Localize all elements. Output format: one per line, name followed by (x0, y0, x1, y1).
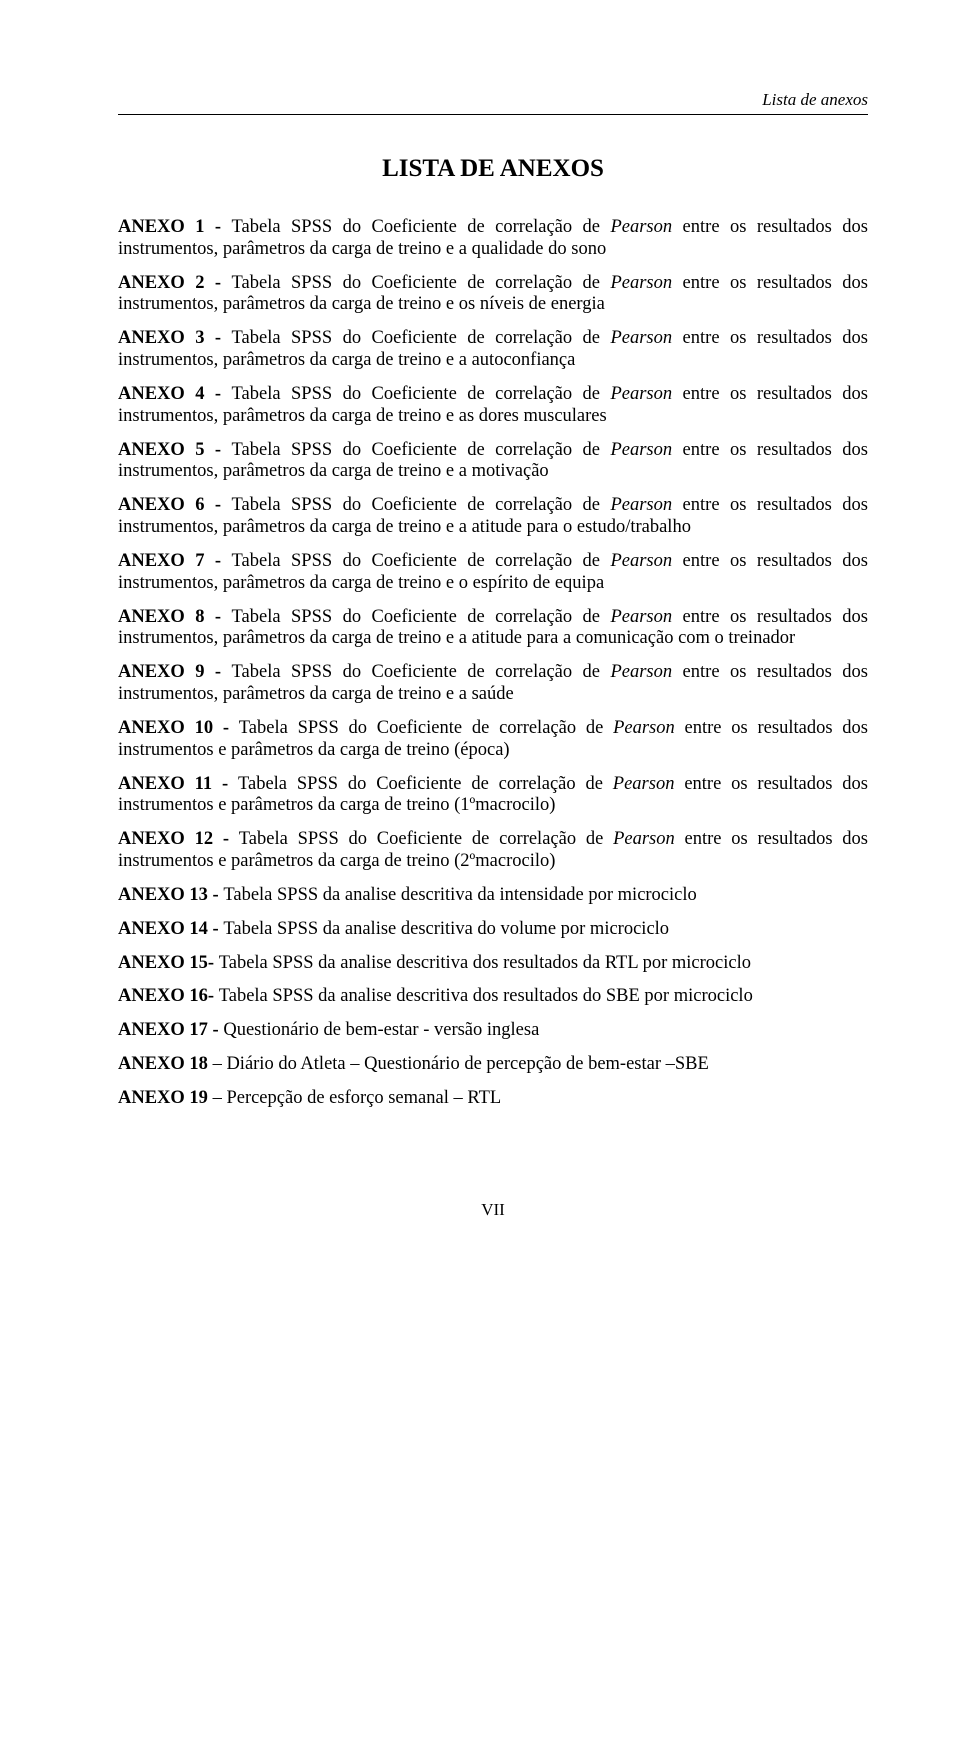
annex-text-pre: Tabela SPSS do Coeficiente de correlação… (238, 774, 613, 794)
annex-italic-term: Pearson (610, 328, 672, 348)
annex-italic-term: Pearson (610, 217, 672, 237)
annex-text-pre: Tabela SPSS do Coeficiente de correlação… (232, 662, 611, 682)
annex-entry: ANEXO 6 - Tabela SPSS do Coeficiente de … (118, 495, 868, 539)
annex-italic-term: Pearson (613, 829, 675, 849)
annex-lead: ANEXO 7 - (118, 551, 232, 571)
annex-entry: ANEXO 7 - Tabela SPSS do Coeficiente de … (118, 551, 868, 595)
annex-lead: ANEXO 8 - (118, 607, 232, 627)
annex-lead: ANEXO 6 - (118, 495, 232, 515)
annex-italic-term: Pearson (610, 384, 672, 404)
annex-text-pre: Tabela SPSS do Coeficiente de correlação… (232, 440, 611, 460)
annex-lead: ANEXO 1 - (118, 217, 232, 237)
annex-lead: ANEXO 16- (118, 986, 219, 1006)
annex-entry: ANEXO 3 - Tabela SPSS do Coeficiente de … (118, 328, 868, 372)
annex-entry: ANEXO 12 - Tabela SPSS do Coeficiente de… (118, 829, 868, 873)
annex-text-pre: Tabela SPSS da analise descritiva dos re… (219, 986, 753, 1006)
annex-italic-term: Pearson (610, 273, 672, 293)
annex-text-pre: Tabela SPSS da analise descritiva da int… (223, 885, 696, 905)
annex-italic-term: Pearson (613, 718, 675, 738)
annex-text-pre: – Percepção de esforço semanal – RTL (213, 1088, 502, 1108)
annex-text-pre: Tabela SPSS do Coeficiente de correlação… (239, 829, 613, 849)
annex-lead: ANEXO 11 - (118, 774, 238, 794)
annex-lead: ANEXO 18 (118, 1054, 213, 1074)
annex-lead: ANEXO 14 - (118, 919, 223, 939)
annex-entry: ANEXO 17 - Questionário de bem-estar - v… (118, 1020, 868, 1042)
annex-entry: ANEXO 13 - Tabela SPSS da analise descri… (118, 885, 868, 907)
annex-italic-term: Pearson (610, 551, 672, 571)
annex-text-pre: Tabela SPSS do Coeficiente de correlação… (232, 495, 611, 515)
annex-italic-term: Pearson (610, 662, 672, 682)
annex-text-pre: Tabela SPSS do Coeficiente de correlação… (239, 718, 613, 738)
annex-entry: ANEXO 18 – Diário do Atleta – Questionár… (118, 1054, 868, 1076)
annex-lead: ANEXO 12 - (118, 829, 239, 849)
annex-text-pre: Tabela SPSS do Coeficiente de correlação… (232, 551, 611, 571)
annex-lead: ANEXO 2 - (118, 273, 232, 293)
annex-entry: ANEXO 4 - Tabela SPSS do Coeficiente de … (118, 384, 868, 428)
annex-lead: ANEXO 17 - (118, 1020, 223, 1040)
header-rule (118, 114, 868, 115)
annex-entry: ANEXO 16- Tabela SPSS da analise descrit… (118, 986, 868, 1008)
annex-lead: ANEXO 19 (118, 1088, 213, 1108)
annex-lead: ANEXO 10 - (118, 718, 239, 738)
annex-list: ANEXO 1 - Tabela SPSS do Coeficiente de … (118, 217, 868, 1110)
annex-entry: ANEXO 1 - Tabela SPSS do Coeficiente de … (118, 217, 868, 261)
annex-text-pre: Tabela SPSS do Coeficiente de correlação… (232, 607, 611, 627)
annex-lead: ANEXO 15- (118, 953, 219, 973)
annex-entry: ANEXO 10 - Tabela SPSS do Coeficiente de… (118, 718, 868, 762)
annex-text-pre: Tabela SPSS da analise descritiva do vol… (223, 919, 669, 939)
annex-italic-term: Pearson (613, 774, 675, 794)
annex-entry: ANEXO 8 - Tabela SPSS do Coeficiente de … (118, 607, 868, 651)
annex-lead: ANEXO 9 - (118, 662, 232, 682)
annex-italic-term: Pearson (610, 495, 672, 515)
page-title: LISTA DE ANEXOS (118, 155, 868, 183)
annex-text-pre: Questionário de bem-estar - versão ingle… (223, 1020, 539, 1040)
annex-lead: ANEXO 5 - (118, 440, 232, 460)
annex-text-pre: Tabela SPSS da analise descritiva dos re… (219, 953, 751, 973)
annex-text-pre: Tabela SPSS do Coeficiente de correlação… (232, 217, 611, 237)
annex-text-pre: Tabela SPSS do Coeficiente de correlação… (232, 273, 611, 293)
annex-text-pre: – Diário do Atleta – Questionário de per… (213, 1054, 709, 1074)
annex-lead: ANEXO 3 - (118, 328, 232, 348)
annex-lead: ANEXO 13 - (118, 885, 223, 905)
annex-lead: ANEXO 4 - (118, 384, 232, 404)
annex-text-pre: Tabela SPSS do Coeficiente de correlação… (232, 384, 611, 404)
annex-entry: ANEXO 19 – Percepção de esforço semanal … (118, 1088, 868, 1110)
annex-entry: ANEXO 14 - Tabela SPSS da analise descri… (118, 919, 868, 941)
annex-entry: ANEXO 11 - Tabela SPSS do Coeficiente de… (118, 774, 868, 818)
annex-italic-term: Pearson (610, 440, 672, 460)
annex-entry: ANEXO 15- Tabela SPSS da analise descrit… (118, 953, 868, 975)
annex-text-pre: Tabela SPSS do Coeficiente de correlação… (232, 328, 611, 348)
page-number: VII (118, 1200, 868, 1220)
running-head: Lista de anexos (118, 90, 868, 110)
annex-entry: ANEXO 2 - Tabela SPSS do Coeficiente de … (118, 273, 868, 317)
annex-entry: ANEXO 9 - Tabela SPSS do Coeficiente de … (118, 662, 868, 706)
annex-italic-term: Pearson (610, 607, 672, 627)
annex-entry: ANEXO 5 - Tabela SPSS do Coeficiente de … (118, 440, 868, 484)
